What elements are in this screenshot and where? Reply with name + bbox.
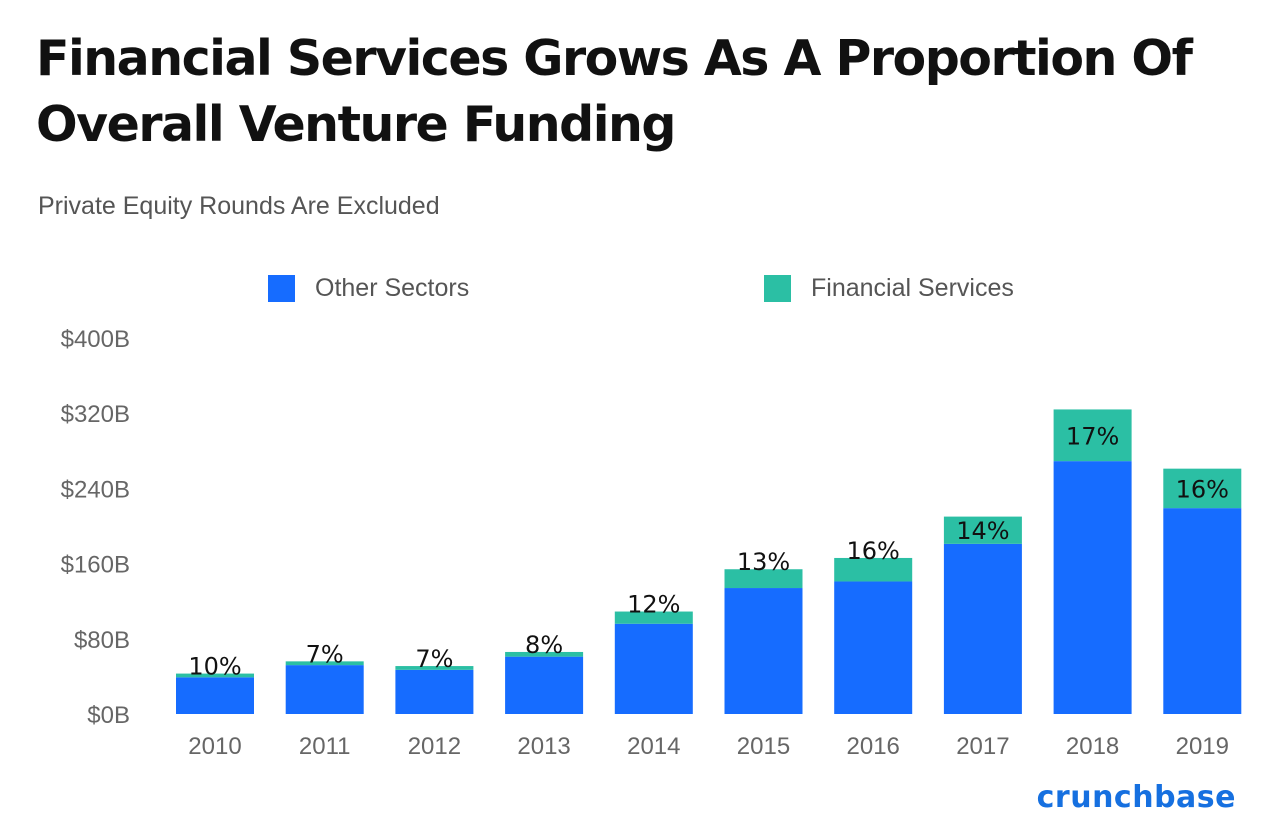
- bar-other-sectors-2019: [1163, 508, 1242, 714]
- data-label-2015: 13%: [737, 548, 790, 576]
- bar-financial-services-2016: [834, 557, 913, 582]
- bar-other-sectors-2014: [614, 623, 693, 714]
- x-tick-label-2011: 2011: [299, 733, 351, 760]
- bar-financial-services-2015: [724, 569, 803, 589]
- chart-title: Financial Services Grows As A Proportion…: [36, 30, 1193, 153]
- x-tick-label-2017: 2017: [956, 733, 1009, 760]
- bar-financial-services-2010: [176, 673, 254, 678]
- bar-financial-services-2018: [1053, 409, 1132, 462]
- data-label-2019: 16%: [1176, 475, 1229, 503]
- x-tick-label-2013: 2013: [517, 733, 570, 760]
- bar-financial-services-2012: [395, 666, 474, 670]
- bar-other-sectors-2015: [724, 588, 803, 714]
- x-tick-label-2012: 2012: [408, 733, 461, 760]
- legend-label-0: Other Sectors: [315, 274, 469, 302]
- data-label-2017: 14%: [956, 517, 1009, 545]
- bar-other-sectors-2013: [505, 656, 584, 714]
- bar-financial-services-2019: [1163, 468, 1242, 509]
- y-tick-label: $320B: [61, 401, 130, 428]
- data-label-2013: 8%: [525, 631, 563, 659]
- bar-other-sectors-2010: [176, 677, 254, 714]
- bars: [176, 409, 1242, 714]
- data-label-2012: 7%: [415, 645, 453, 673]
- x-tick-label-2016: 2016: [847, 733, 900, 760]
- y-axis: $0B $80B $160B $240B $320B $400B: [61, 326, 130, 729]
- x-axis: 2010 2011 2012 2013 2014 2015 2016 2017 2018 2019: [188, 733, 1229, 760]
- x-tick-label-2018: 2018: [1066, 733, 1119, 760]
- x-tick-label-2019: 2019: [1176, 733, 1229, 760]
- x-tick-label-2010: 2010: [188, 733, 241, 760]
- data-label-2014: 12%: [627, 591, 680, 619]
- bar-other-sectors-2011: [285, 665, 364, 714]
- bar-financial-services-2011: [285, 661, 364, 666]
- crunchbase-logo: crunchbase: [1036, 780, 1236, 815]
- data-labels: 10% 7% 7% 8% 12% 13% 16% 14% 17% 16%: [188, 422, 1229, 680]
- y-tick-label: $400B: [61, 326, 130, 353]
- bar-other-sectors-2018: [1053, 461, 1132, 714]
- bar-other-sectors-2016: [834, 581, 913, 714]
- legend-swatch-0: [268, 275, 295, 302]
- data-label-2018: 17%: [1066, 422, 1119, 450]
- y-tick-label: $0B: [87, 702, 130, 729]
- bar-financial-services-2014: [614, 611, 693, 624]
- bar-other-sectors-2017: [943, 543, 1022, 714]
- legend-swatch-1: [764, 275, 791, 302]
- x-tick-label-2015: 2015: [737, 733, 790, 760]
- bar-other-sectors-2012: [395, 669, 474, 714]
- data-label-2010: 10%: [188, 653, 241, 681]
- y-tick-label: $160B: [61, 552, 130, 579]
- bar-financial-services-2013: [505, 651, 584, 657]
- legend-label-1: Financial Services: [811, 274, 1014, 302]
- legend: Other Sectors Financial Services: [268, 274, 1014, 302]
- bar-financial-services-2017: [943, 516, 1022, 544]
- data-label-2016: 16%: [847, 537, 900, 565]
- y-tick-label: $80B: [74, 627, 130, 654]
- x-tick-label-2014: 2014: [627, 733, 680, 760]
- chart-subtitle: Private Equity Rounds Are Excluded: [38, 192, 440, 220]
- y-tick-label: $240B: [61, 476, 130, 503]
- data-label-2011: 7%: [306, 640, 344, 668]
